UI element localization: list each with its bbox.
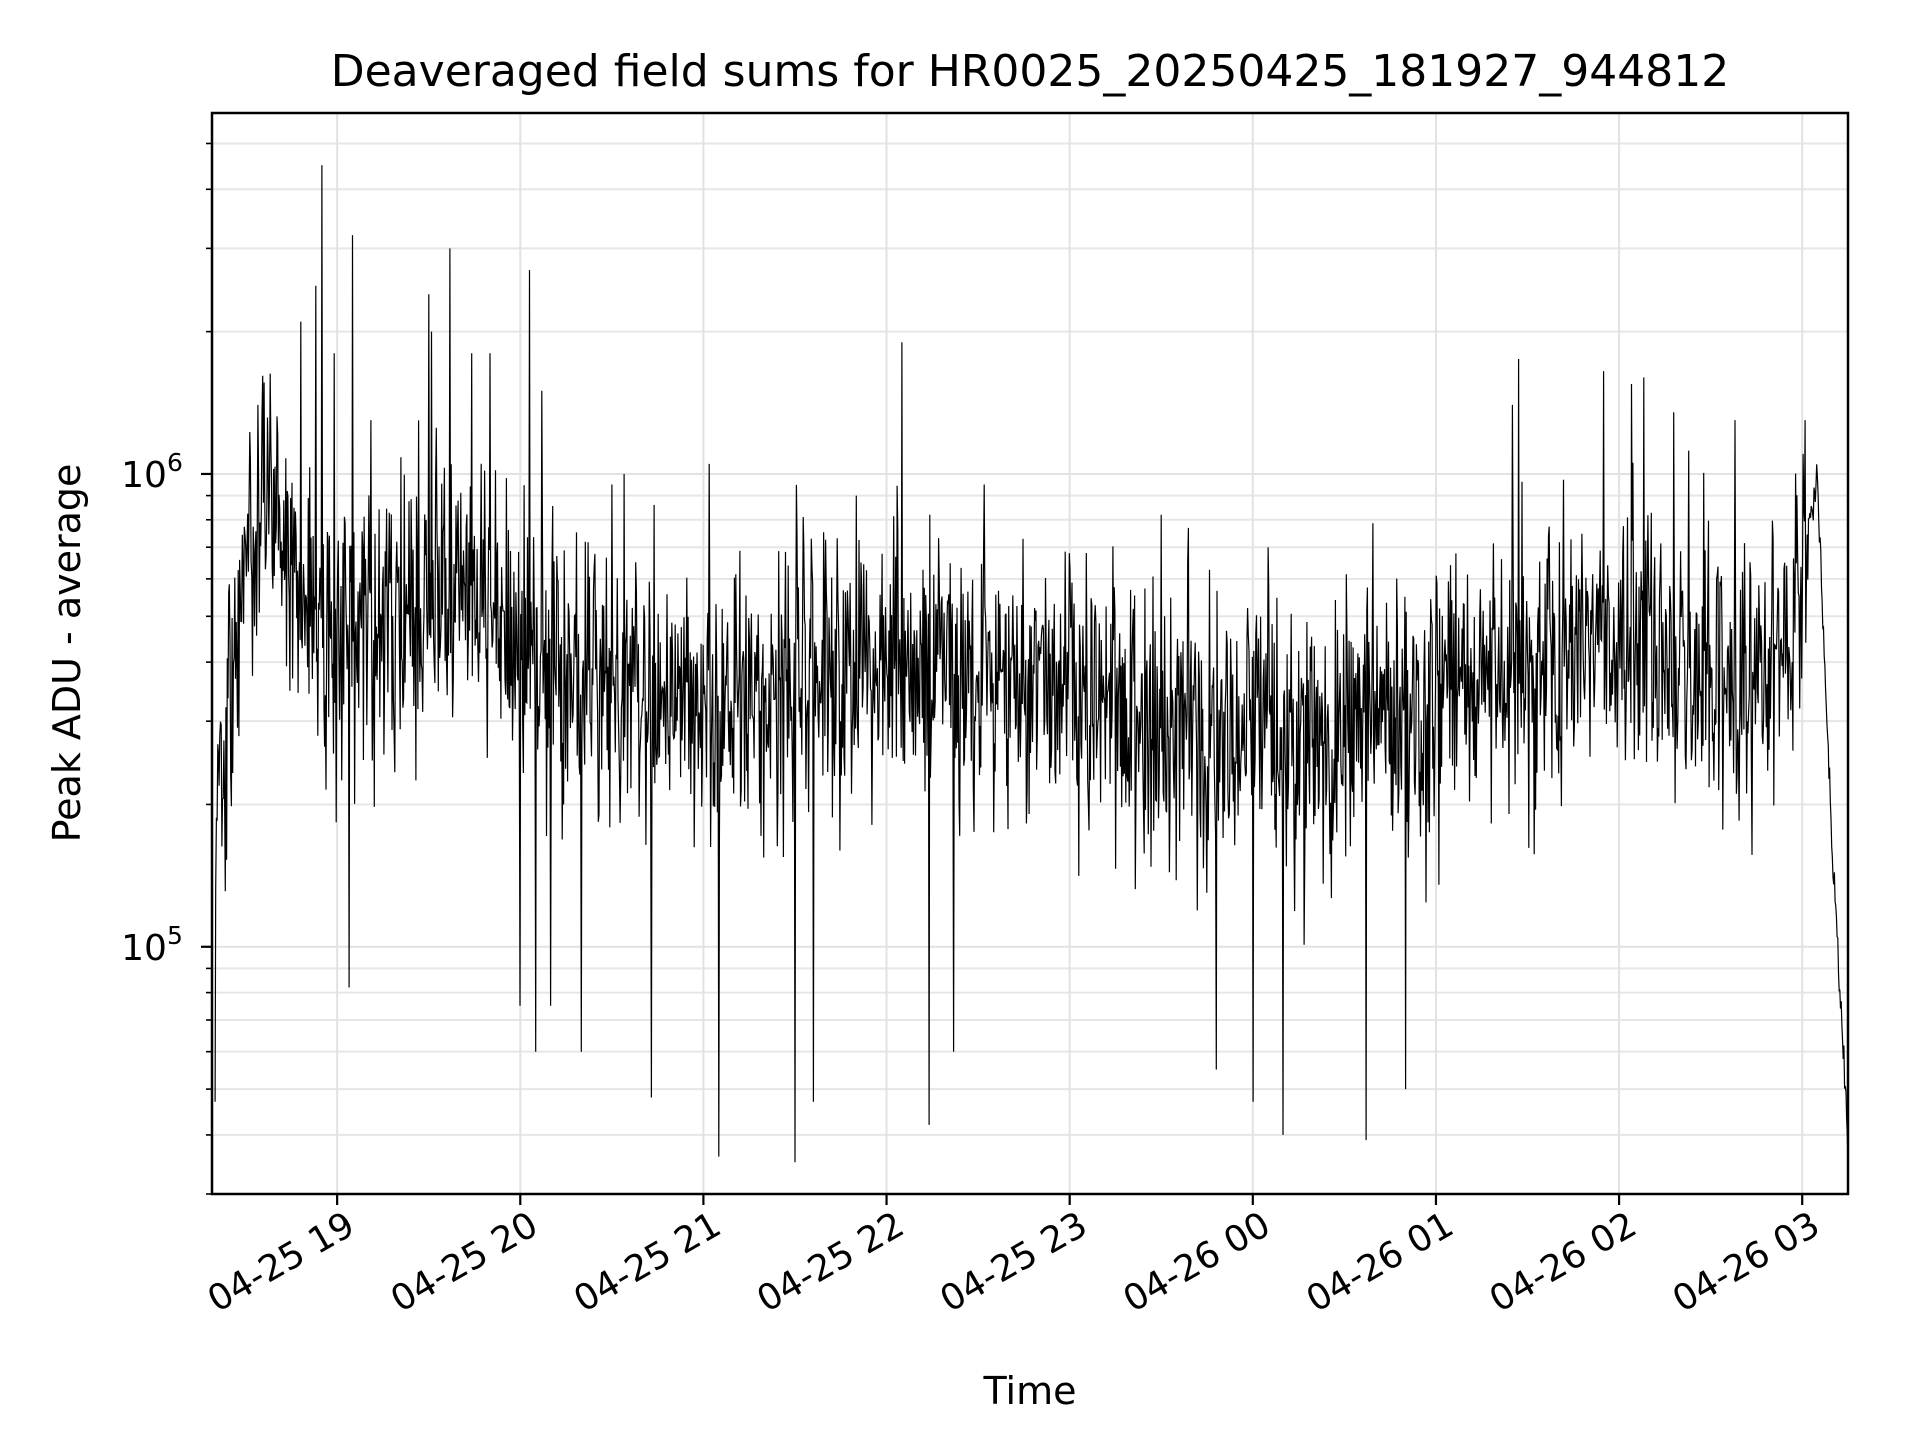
x-axis-label: Time [983, 1369, 1077, 1413]
plot-frame [210, 111, 1850, 1196]
chart-title: Deaveraged field sums for HR0025_2025042… [331, 46, 1730, 97]
series-line [214, 165, 1849, 1163]
y-tick-label: 106 [121, 448, 183, 496]
y-axis-label: Peak ADU - average [45, 464, 89, 843]
